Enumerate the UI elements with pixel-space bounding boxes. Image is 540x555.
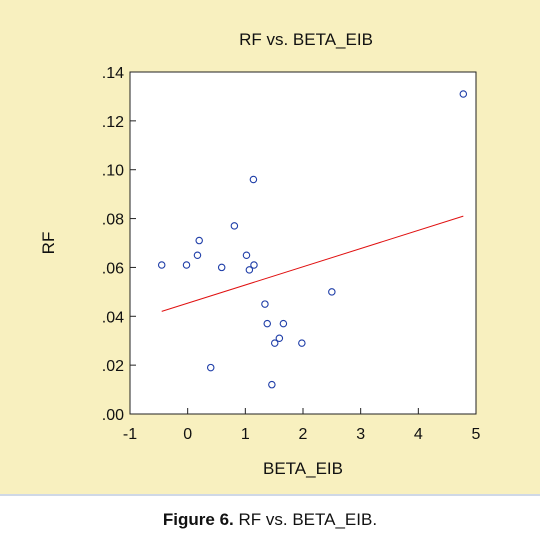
x-tick-label: -1 bbox=[123, 426, 137, 443]
x-tick-label: 5 bbox=[472, 426, 481, 443]
scatter-point bbox=[268, 380, 276, 389]
y-tick-label: .04 bbox=[102, 309, 124, 326]
scatter-point bbox=[195, 236, 203, 245]
scatter-point bbox=[206, 363, 215, 372]
x-tick-label: 0 bbox=[183, 426, 192, 443]
scatter-chart: RF vs. BETA_EIB -1 0 1 2 3 4 5 .00 .02 .04 .06 .08… bbox=[39, 30, 481, 478]
scatter-point bbox=[275, 334, 284, 343]
scatter-point bbox=[245, 266, 254, 274]
scatter-point bbox=[279, 319, 288, 328]
scatter-point bbox=[217, 263, 226, 272]
y-axis-label: RF bbox=[39, 232, 58, 255]
y-tick-label: .02 bbox=[102, 358, 124, 375]
y-tick-label: .14 bbox=[102, 65, 124, 82]
y-tick-label: .12 bbox=[102, 114, 124, 131]
y-tick-label: .00 bbox=[102, 407, 124, 424]
scatter-point bbox=[261, 300, 269, 308]
chart-title: RF vs. BETA_EIB bbox=[239, 30, 373, 49]
x-tick-label: 4 bbox=[414, 426, 423, 443]
x-tick-label: 1 bbox=[241, 426, 250, 443]
y-axis-ticks: .00 .02 .04 .06 .08 .10 .12 .14 bbox=[102, 65, 136, 424]
x-tick-label: 2 bbox=[299, 426, 308, 443]
scatter-point bbox=[263, 319, 271, 328]
fit-line bbox=[161, 215, 464, 312]
x-axis-label: BETA_EIB bbox=[263, 459, 343, 478]
figure-caption: Figure 6. RF vs. BETA_EIB. bbox=[0, 510, 540, 530]
scatter-point bbox=[250, 261, 258, 269]
y-tick-label: .10 bbox=[102, 163, 124, 180]
data-points bbox=[157, 90, 468, 389]
scatter-point bbox=[249, 175, 258, 184]
scatter-point bbox=[182, 261, 191, 269]
y-tick-label: .08 bbox=[102, 212, 124, 229]
x-axis-ticks: -1 0 1 2 3 4 5 bbox=[123, 408, 481, 443]
y-tick-label: .06 bbox=[102, 260, 124, 277]
scatter-point bbox=[230, 222, 239, 230]
scatter-point bbox=[157, 261, 166, 269]
scatter-point bbox=[328, 288, 336, 296]
scatter-point bbox=[459, 90, 468, 98]
scatter-point bbox=[242, 251, 251, 259]
plot-area bbox=[129, 71, 477, 415]
scatter-point bbox=[270, 339, 279, 347]
x-tick-label: 3 bbox=[356, 426, 365, 443]
scatter-point bbox=[298, 339, 306, 347]
scatter-point bbox=[193, 251, 202, 259]
caption-label: Figure 6. bbox=[162, 510, 234, 529]
caption-text: RF vs. BETA_EIB. bbox=[233, 510, 378, 529]
